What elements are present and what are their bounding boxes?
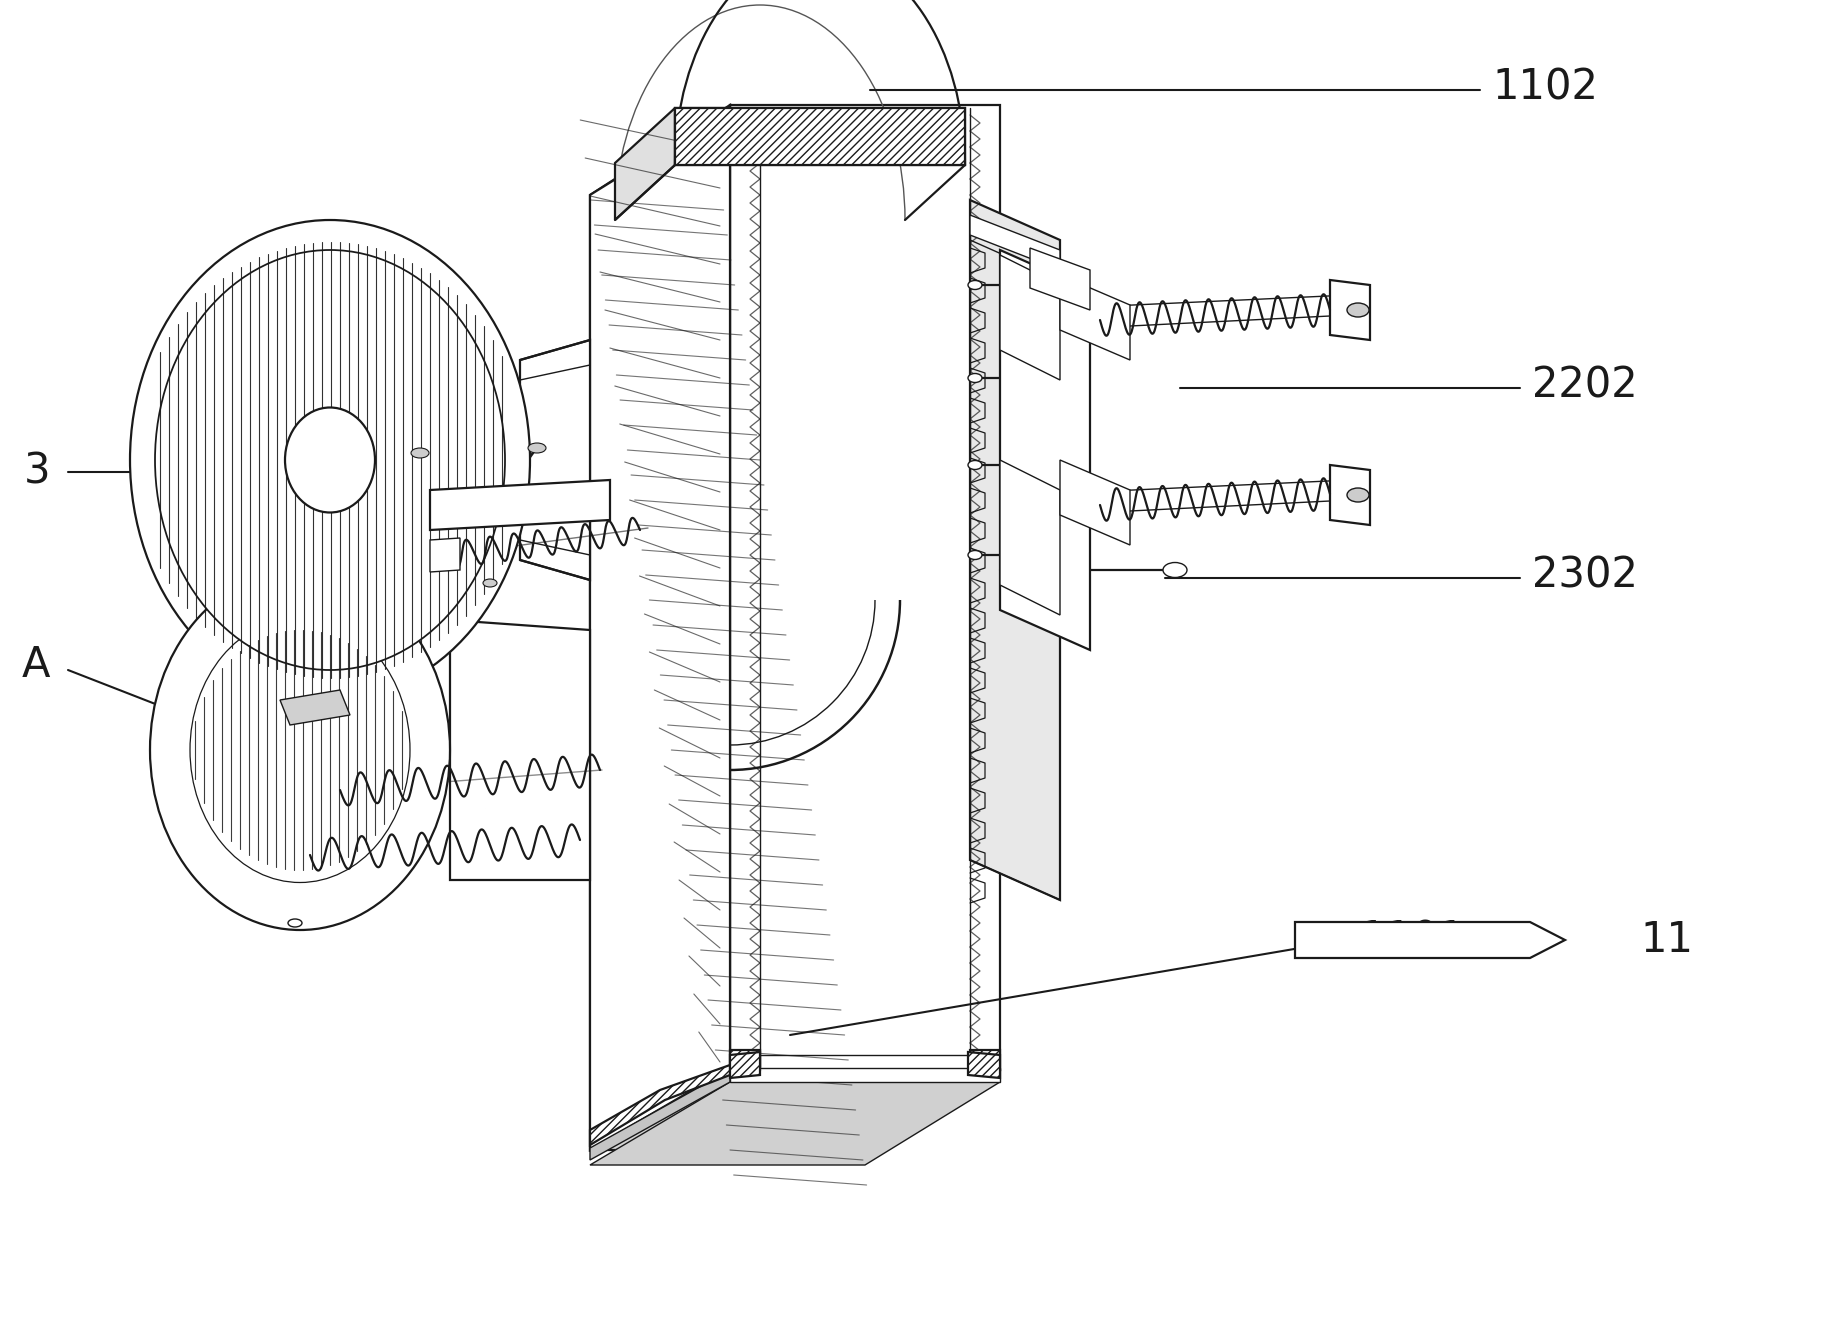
- Ellipse shape: [286, 408, 375, 513]
- Polygon shape: [1091, 295, 1349, 328]
- Polygon shape: [1000, 460, 1060, 615]
- Polygon shape: [971, 215, 1060, 270]
- Polygon shape: [430, 480, 610, 530]
- Ellipse shape: [129, 220, 530, 700]
- Polygon shape: [1329, 466, 1369, 525]
- Ellipse shape: [528, 443, 546, 452]
- Polygon shape: [521, 340, 590, 580]
- Polygon shape: [730, 1053, 759, 1078]
- Ellipse shape: [149, 570, 450, 930]
- Polygon shape: [1060, 274, 1131, 360]
- Ellipse shape: [969, 460, 982, 470]
- Polygon shape: [969, 1053, 1000, 1078]
- Polygon shape: [676, 108, 965, 165]
- Polygon shape: [590, 1070, 1000, 1150]
- Polygon shape: [590, 1064, 730, 1145]
- Polygon shape: [280, 690, 350, 725]
- Text: 3: 3: [24, 451, 49, 493]
- Ellipse shape: [969, 281, 982, 289]
- Ellipse shape: [189, 617, 410, 882]
- Polygon shape: [676, 108, 965, 165]
- Polygon shape: [1000, 251, 1091, 650]
- Polygon shape: [615, 108, 676, 220]
- Ellipse shape: [288, 919, 302, 927]
- Polygon shape: [1031, 248, 1091, 310]
- Polygon shape: [1329, 280, 1369, 340]
- Polygon shape: [730, 106, 1000, 1070]
- Text: 2202: 2202: [1531, 364, 1637, 406]
- Text: 2302: 2302: [1531, 554, 1637, 596]
- Text: A: A: [22, 644, 49, 686]
- Ellipse shape: [483, 579, 497, 587]
- Polygon shape: [971, 1050, 1000, 1070]
- Ellipse shape: [412, 448, 430, 458]
- Polygon shape: [590, 108, 730, 1150]
- Polygon shape: [1091, 480, 1349, 513]
- Polygon shape: [971, 200, 1060, 900]
- Polygon shape: [590, 1082, 1000, 1165]
- Ellipse shape: [155, 251, 504, 670]
- Ellipse shape: [969, 373, 982, 383]
- Text: 11: 11: [1641, 919, 1694, 962]
- Polygon shape: [1060, 460, 1131, 545]
- Polygon shape: [730, 1050, 759, 1070]
- Ellipse shape: [1348, 303, 1369, 317]
- Ellipse shape: [1348, 488, 1369, 503]
- Polygon shape: [1000, 255, 1060, 380]
- Ellipse shape: [1164, 562, 1187, 578]
- Polygon shape: [430, 538, 461, 572]
- Polygon shape: [450, 620, 590, 880]
- Polygon shape: [590, 1070, 730, 1159]
- Polygon shape: [590, 106, 730, 1150]
- Polygon shape: [730, 1068, 1000, 1082]
- Text: 1101: 1101: [1360, 919, 1466, 962]
- Text: 1102: 1102: [1491, 66, 1597, 108]
- Ellipse shape: [969, 550, 982, 559]
- Polygon shape: [1295, 922, 1564, 958]
